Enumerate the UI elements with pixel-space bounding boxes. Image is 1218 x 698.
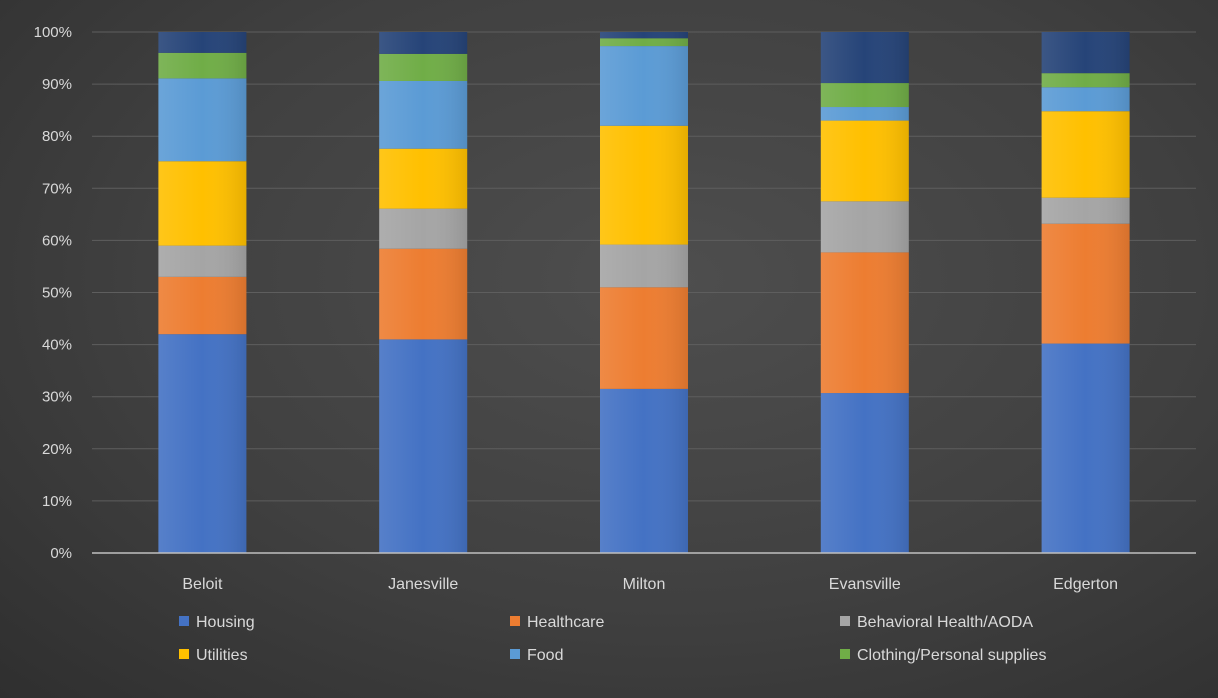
legend-swatch xyxy=(840,649,850,659)
bar-segment-shade xyxy=(1041,197,1130,224)
y-tick-label: 90% xyxy=(42,76,72,93)
y-tick-label: 20% xyxy=(42,441,72,458)
y-tick-label: 100% xyxy=(34,24,72,41)
bar-segment-shade xyxy=(379,53,468,81)
bar-segment-shade xyxy=(379,208,468,249)
legend: Housing Healthcare Behavioral Health/AODA U… xyxy=(179,614,1046,664)
legend-label: Clothing/Personal supplies xyxy=(857,647,1046,664)
bar-segment-shade xyxy=(600,388,688,553)
bar-segment-shade xyxy=(1041,223,1130,344)
legend-label: Behavioral Health/AODA xyxy=(857,614,1033,631)
legend-swatch xyxy=(840,616,850,626)
bar-segment-shade xyxy=(379,148,468,209)
bar-segment-shade xyxy=(600,46,688,126)
legend-swatch xyxy=(179,616,189,626)
bar-segment-shade xyxy=(820,252,909,394)
bar-segment-shade xyxy=(600,125,688,245)
y-tick-label: 50% xyxy=(42,285,72,302)
legend-label: Housing xyxy=(196,614,255,631)
bar-segment-shade xyxy=(820,83,909,108)
bar-segment-shade xyxy=(1041,73,1130,88)
bar-segment-shade xyxy=(820,107,909,121)
bar-segment-shade xyxy=(158,52,247,79)
y-tick-label: 30% xyxy=(42,389,72,406)
legend-swatch xyxy=(510,649,520,659)
bar-segment-shade xyxy=(379,339,468,553)
y-tick-label: 70% xyxy=(42,180,72,197)
bar-segment-shade xyxy=(158,32,247,53)
bar-segment-shade xyxy=(158,245,247,277)
bar-segment-shade xyxy=(600,32,688,39)
bar-segment-shade xyxy=(158,334,247,553)
x-tick-label: Evansville xyxy=(829,576,901,593)
legend-label: Utilities xyxy=(196,647,248,664)
legend-label: Healthcare xyxy=(527,614,604,631)
y-tick-label: 60% xyxy=(42,232,72,249)
bar-segment-shade xyxy=(820,32,909,84)
bar-segment-shade xyxy=(600,244,688,288)
bar-segment-shade xyxy=(600,287,688,389)
x-tick-label: Edgerton xyxy=(1053,576,1118,593)
x-tick-label: Janesville xyxy=(388,576,458,593)
bar-segment-shade xyxy=(379,80,468,149)
legend-label: Food xyxy=(527,647,563,664)
bar-segment-shade xyxy=(1041,32,1130,74)
axes: 0% 10% 20% 30% 40% 50% 60% 70% 80% 90% 100% Beloit J… xyxy=(34,24,1196,593)
bar-segment-shade xyxy=(820,393,909,553)
bar-segment-shade xyxy=(158,276,247,335)
y-tick-label: 40% xyxy=(42,337,72,354)
bar-segment-shade xyxy=(600,38,688,47)
bar-segment-shade xyxy=(158,161,247,246)
bar-segment-shade xyxy=(158,78,247,162)
bars xyxy=(158,32,1130,553)
bar-segment-shade xyxy=(1041,111,1130,198)
bar-segment-shade xyxy=(1041,87,1130,112)
legend-swatch xyxy=(510,616,520,626)
y-tick-label: 10% xyxy=(42,493,72,510)
bar-segment-shade xyxy=(820,201,909,253)
bar-segment-shade xyxy=(820,120,909,202)
x-tick-label: Milton xyxy=(623,576,666,593)
legend-swatch xyxy=(179,649,189,659)
y-tick-label: 80% xyxy=(42,128,72,145)
bar-segment-shade xyxy=(379,248,468,340)
x-tick-label: Beloit xyxy=(182,576,223,593)
y-tick-label: 0% xyxy=(50,545,72,562)
bar-segment-shade xyxy=(379,32,468,54)
bar-segment-shade xyxy=(1041,343,1130,553)
